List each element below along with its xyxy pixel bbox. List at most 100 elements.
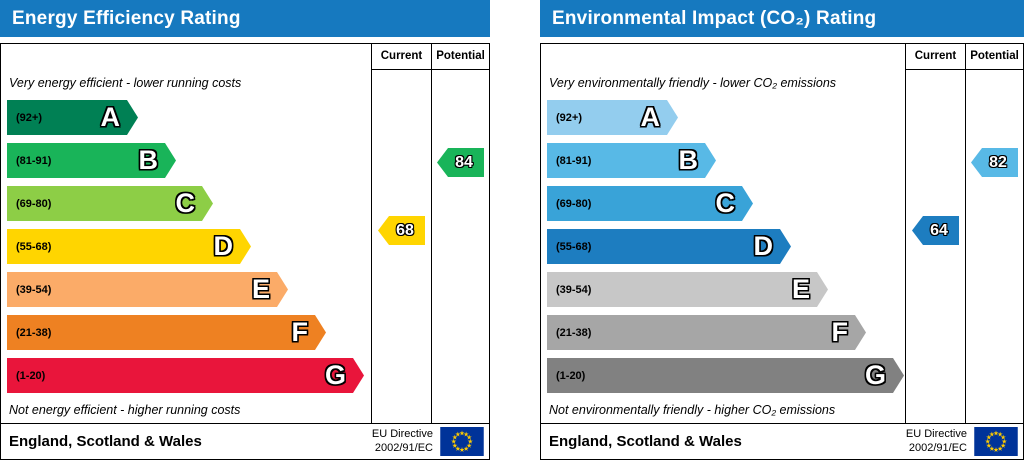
band-row-c: (69-80) C: [541, 182, 905, 225]
band-letter-d: D: [213, 231, 233, 261]
eu-flag-icon: [974, 427, 1018, 456]
band-range-b: (81-91): [16, 154, 52, 167]
band-range-d: (55-68): [556, 240, 592, 253]
current-rating-tag: 64: [912, 216, 959, 245]
co2-chart-title: Environmental Impact (CO₂) Rating: [552, 7, 877, 29]
band-bar-a: (92+) A: [7, 100, 138, 135]
header-spacer: [541, 44, 905, 70]
potential-rating-tag: 84: [437, 148, 484, 177]
band-letter-c: C: [715, 188, 735, 218]
eu-directive-line2: 2002/91/EC: [908, 441, 967, 454]
chart-footer: England, Scotland & Wales EU Directive 2…: [1, 423, 489, 459]
current-column: 68: [371, 70, 431, 423]
band-letter-e: E: [251, 274, 270, 304]
band-row-c: (69-80) C: [1, 182, 371, 225]
band-letter-d: D: [753, 231, 773, 261]
band-letter-f: F: [831, 317, 848, 347]
band-range-f: (21-38): [556, 326, 592, 339]
band-letter-a: A: [100, 102, 120, 132]
band-range-c: (69-80): [16, 197, 52, 210]
band-letter-g: G: [324, 360, 346, 390]
bottom-note: Not environmentally friendly - higher CO…: [549, 403, 836, 417]
potential-column: 82: [965, 70, 1023, 423]
potential-rating-value: 84: [455, 153, 473, 171]
band-letter-g: G: [864, 360, 886, 390]
footer-region: England, Scotland & Wales: [9, 433, 202, 450]
band-row-g: (1-20) G: [1, 354, 371, 397]
energy-chart-title: Energy Efficiency Rating: [12, 7, 241, 29]
co2-chart-box: Current Potential Very environmentally f…: [540, 43, 1024, 460]
band-row-d: (55-68) D: [541, 225, 905, 268]
band-range-g: (1-20): [16, 369, 46, 382]
band-bar-c: (69-80) C: [7, 186, 213, 221]
band-letter-b: B: [678, 145, 698, 175]
band-letter-b: B: [138, 145, 158, 175]
band-range-a: (92+): [556, 111, 582, 124]
band-bar-f: (21-38) F: [7, 315, 326, 350]
header-spacer: [1, 44, 371, 70]
co2-title-bar: Environmental Impact (CO₂) Rating: [540, 0, 1024, 37]
band-bar-f: (21-38) F: [547, 315, 866, 350]
band-row-e: (39-54) E: [1, 268, 371, 311]
current-column: 64: [905, 70, 965, 423]
energy-chart-box: Current Potential Very energy efficient …: [0, 43, 490, 460]
top-note: Very energy efficient - lower running co…: [9, 76, 242, 90]
band-letter-c: C: [175, 188, 195, 218]
band-row-g: (1-20) G: [541, 354, 905, 397]
band-row-a: (92+) A: [1, 96, 371, 139]
potential-column: 84: [431, 70, 489, 423]
band-bar-g: (1-20) G: [7, 358, 364, 393]
column-header-current: Current: [905, 44, 965, 70]
current-rating-value: 64: [930, 221, 948, 239]
band-range-d: (55-68): [16, 240, 52, 253]
eu-directive-text: EU Directive 2002/91/EC: [372, 428, 433, 454]
current-rating-tag: 68: [378, 216, 425, 245]
environmental-impact-chart: Environmental Impact (CO₂) Rating Curren…: [540, 0, 1024, 460]
eu-flag-icon: [440, 427, 484, 456]
band-letter-a: A: [640, 102, 660, 132]
band-bar-e: (39-54) E: [7, 272, 288, 307]
column-header-current: Current: [371, 44, 431, 70]
band-range-e: (39-54): [556, 283, 592, 296]
column-header-potential: Potential: [431, 44, 489, 70]
band-range-f: (21-38): [16, 326, 52, 339]
band-bar-d: (55-68) D: [547, 229, 791, 264]
band-bar-c: (69-80) C: [547, 186, 753, 221]
band-bar-e: (39-54) E: [547, 272, 828, 307]
band-row-b: (81-91) B: [1, 139, 371, 182]
band-range-c: (69-80): [556, 197, 592, 210]
band-bar-b: (81-91) B: [7, 143, 176, 178]
band-row-f: (21-38) F: [1, 311, 371, 354]
eu-directive-line2: 2002/91/EC: [374, 441, 433, 454]
eu-directive-line1: EU Directive: [371, 428, 433, 441]
band-range-a: (92+): [16, 111, 42, 124]
top-note: Very environmentally friendly - lower CO…: [549, 76, 837, 90]
column-header-potential: Potential: [965, 44, 1023, 70]
band-bar-d: (55-68) D: [7, 229, 251, 264]
band-row-a: (92+) A: [541, 96, 905, 139]
band-letter-f: F: [291, 317, 308, 347]
band-bar-a: (92+) A: [547, 100, 678, 135]
band-letter-e: E: [791, 274, 810, 304]
bands-area: Very energy efficient - lower running co…: [1, 70, 371, 423]
bands-area: Very environmentally friendly - lower CO…: [541, 70, 905, 423]
footer-region: England, Scotland & Wales: [549, 433, 742, 450]
band-row-e: (39-54) E: [541, 268, 905, 311]
band-row-b: (81-91) B: [541, 139, 905, 182]
band-range-g: (1-20): [556, 369, 586, 382]
energy-title-bar: Energy Efficiency Rating: [0, 0, 490, 37]
eu-directive-text: EU Directive 2002/91/EC: [906, 428, 967, 454]
eu-directive-line1: EU Directive: [905, 428, 967, 441]
band-range-b: (81-91): [556, 154, 592, 167]
energy-efficiency-chart: Energy Efficiency Rating Current Potenti…: [0, 0, 490, 460]
band-row-f: (21-38) F: [541, 311, 905, 354]
bottom-note: Not energy efficient - higher running co…: [9, 403, 241, 417]
chart-footer: England, Scotland & Wales EU Directive 2…: [541, 423, 1023, 459]
band-bar-b: (81-91) B: [547, 143, 716, 178]
band-row-d: (55-68) D: [1, 225, 371, 268]
potential-rating-value: 82: [989, 153, 1007, 171]
potential-rating-tag: 82: [971, 148, 1018, 177]
band-range-e: (39-54): [16, 283, 52, 296]
band-bar-g: (1-20) G: [547, 358, 904, 393]
